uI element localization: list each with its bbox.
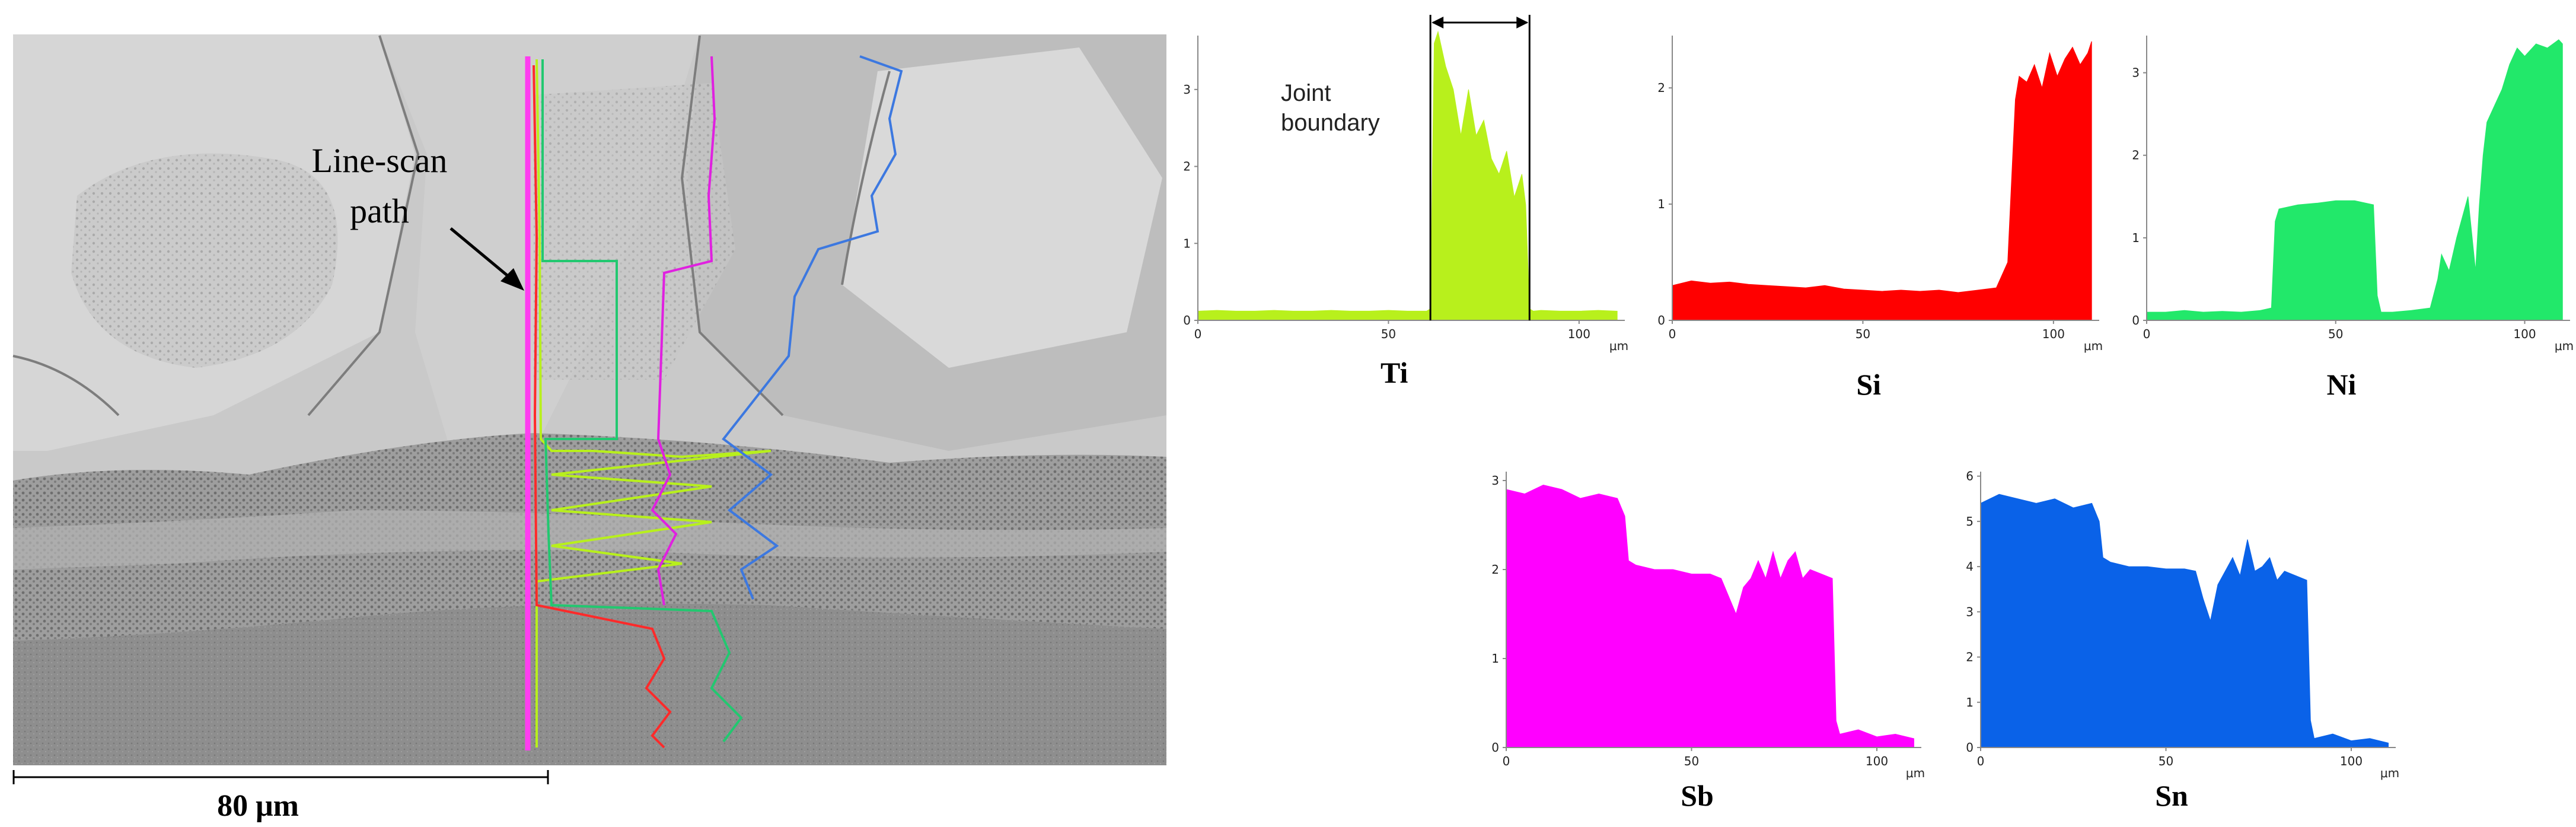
y-tick-label: 4 xyxy=(1966,559,1974,574)
annotation-arrowhead xyxy=(500,268,524,291)
x-tick-label: 50 xyxy=(1684,754,1699,768)
x-tick-label: 0 xyxy=(1503,754,1510,768)
scale-bar-label: 80 μm xyxy=(217,789,299,823)
grain xyxy=(842,47,1162,368)
y-tick-label: 2 xyxy=(1183,160,1191,174)
y-tick-label: 0 xyxy=(1491,740,1499,755)
annotation-line2: path xyxy=(350,192,409,230)
overlay-sb-profile xyxy=(651,56,716,606)
grain-boundaries xyxy=(12,35,891,416)
chart-sb: 0 1 2 3 0 50 100 μm Sb xyxy=(1483,451,1945,824)
overlay-ni-profile xyxy=(541,59,743,743)
x-tick-label: 50 xyxy=(1856,327,1870,341)
overlay-ti-profile xyxy=(535,59,771,748)
y-tick-label: 0 xyxy=(1657,313,1665,327)
x-tick-label: 0 xyxy=(2143,327,2151,341)
chart-ni-plot: 0 1 2 3 0 50 100 μm Ni xyxy=(2132,36,2574,401)
y-tick-label: 1 xyxy=(1657,197,1665,211)
element-label: Si xyxy=(1856,368,1881,401)
element-label: Sb xyxy=(1681,779,1714,812)
dotted-grain xyxy=(71,153,338,368)
y-tick-label: 2 xyxy=(1966,650,1974,664)
area-si xyxy=(1672,41,2092,321)
arrowhead-right xyxy=(1516,17,1529,28)
x-tick-label: 50 xyxy=(1381,327,1396,341)
x-tick-label: 0 xyxy=(1194,327,1202,341)
element-label: Ti xyxy=(1381,356,1408,389)
y-tick-label: 0 xyxy=(2132,313,2140,327)
y-tick-label: 2 xyxy=(1491,562,1499,577)
chart-sn-plot: 0 1 2 3 4 5 6 0 50 100 μm Sn xyxy=(1966,469,2399,812)
x-unit-label: μm xyxy=(2084,339,2103,353)
area-ni xyxy=(2146,39,2563,321)
chart-sn: 0 1 2 3 4 5 6 0 50 100 μm Sn xyxy=(1957,451,2419,824)
x-tick-label: 100 xyxy=(2042,327,2065,341)
x-tick-label: 100 xyxy=(2340,754,2363,768)
x-tick-label: 100 xyxy=(2513,327,2536,341)
y-tick-label: 3 xyxy=(1966,605,1974,619)
x-tick-label: 50 xyxy=(2328,327,2343,341)
x-tick-label: 0 xyxy=(1977,754,1985,768)
area-sn xyxy=(1980,494,2389,748)
x-unit-label: μm xyxy=(2555,339,2574,353)
y-tick-label: 3 xyxy=(1183,82,1191,97)
x-unit-label: μm xyxy=(1906,766,1925,780)
y-tick-label: 3 xyxy=(1491,473,1499,488)
y-tick-label: 1 xyxy=(1183,236,1191,250)
chart-ti: 0 1 2 3 0 50 100 μm Ti Joint boundary xyxy=(1180,0,1631,415)
y-tick-label: 1 xyxy=(2132,231,2140,245)
y-tick-label: 2 xyxy=(2132,148,2140,163)
y-tick-label: 1 xyxy=(1491,651,1499,666)
chart-ni: 0 1 2 3 0 50 100 μm Ni xyxy=(2129,0,2576,415)
overlay-si-profile xyxy=(533,65,672,749)
y-tick-label: 5 xyxy=(1966,514,1974,529)
annotation-arrow-shaft xyxy=(449,227,518,285)
x-unit-label: μm xyxy=(2380,766,2399,780)
y-tick-label: 2 xyxy=(1657,81,1665,95)
area-ti xyxy=(1197,30,1618,321)
annotation-line1: Line-scan xyxy=(312,141,448,180)
y-tick-label: 6 xyxy=(1966,469,1974,484)
element-label: Ni xyxy=(2326,368,2356,401)
area-sb xyxy=(1506,484,1914,748)
chart-sb-plot: 0 1 2 3 0 50 100 μm Sb xyxy=(1491,472,1925,812)
annotation-boundary: boundary xyxy=(1281,110,1380,136)
x-tick-label: 100 xyxy=(1568,327,1590,341)
x-tick-label: 0 xyxy=(1669,327,1676,341)
y-tick-label: 0 xyxy=(1183,313,1191,327)
annotation-joint: Joint xyxy=(1281,80,1331,106)
x-tick-label: 100 xyxy=(1866,754,1888,768)
x-tick-label: 50 xyxy=(2159,754,2173,768)
overlay-sn-profile xyxy=(722,55,903,600)
substrate xyxy=(13,603,1166,765)
element-label: Sn xyxy=(2155,779,2188,812)
arrowhead-left xyxy=(1432,17,1444,28)
chart-ti-plot: 0 1 2 3 0 50 100 μm Ti Joint boundary xyxy=(1183,15,1628,389)
x-unit-label: μm xyxy=(1609,339,1628,353)
sem-micrograph: Line-scan path 80 μm xyxy=(12,34,1166,823)
y-tick-label: 3 xyxy=(2132,66,2140,80)
y-tick-label: 0 xyxy=(1966,740,1974,755)
chart-si-plot: 0 1 2 0 50 100 μm Si xyxy=(1657,36,2103,401)
chart-si: 0 1 2 0 50 100 μm Si xyxy=(1654,0,2105,415)
y-tick-label: 1 xyxy=(1966,695,1974,710)
